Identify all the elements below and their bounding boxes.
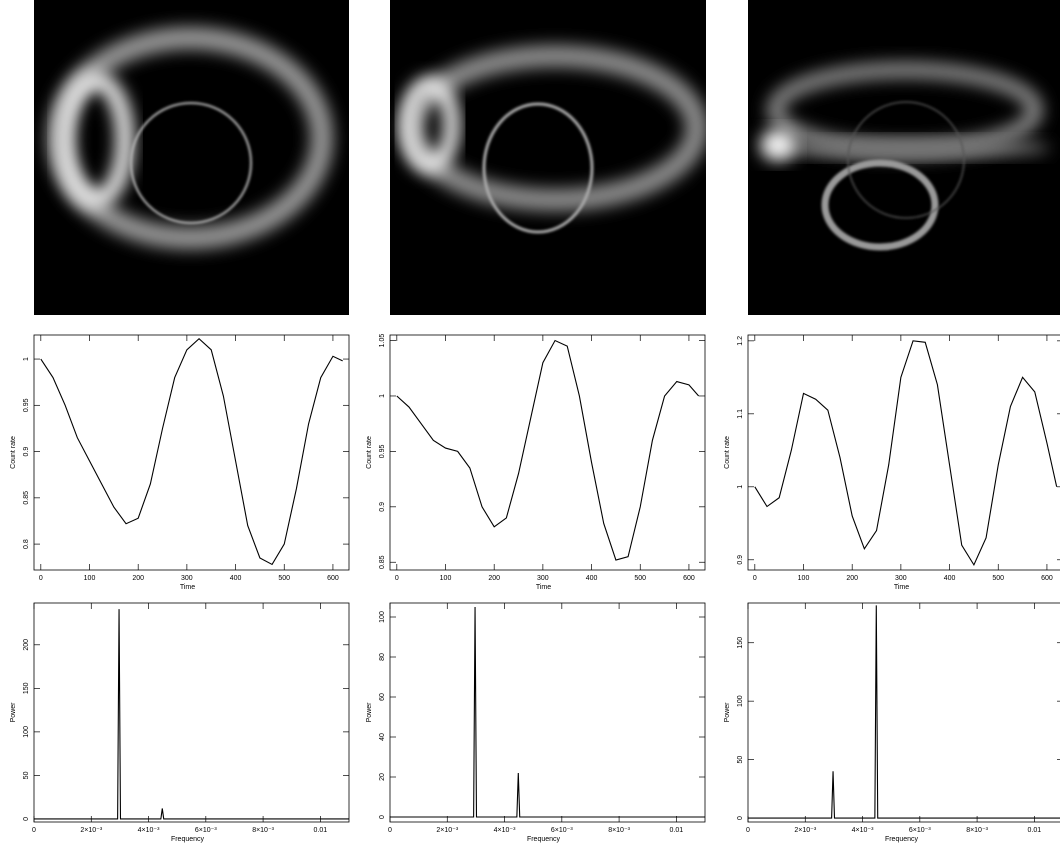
x-axis-label: Time — [180, 584, 195, 591]
y-tick-label: 0.95 — [23, 398, 30, 412]
y-tick-label: 50 — [23, 771, 30, 779]
x-axis-label: Frequency — [885, 836, 919, 843]
y-axis-label: Power — [10, 702, 17, 723]
y-tick-label: 0.85 — [379, 555, 386, 569]
y-tick-label: 0 — [23, 817, 30, 821]
x-tick-label: 6×10⁻³ — [909, 827, 931, 834]
y-tick-label: 1.05 — [379, 334, 386, 348]
x-tick-label: 0.01 — [1028, 827, 1042, 834]
data-line — [390, 606, 705, 818]
x-tick-label: 400 — [230, 575, 242, 582]
x-tick-label: 300 — [537, 575, 549, 582]
x-tick-label: 300 — [895, 575, 907, 582]
x-tick-label: 8×10⁻³ — [966, 827, 988, 834]
y-axis-label: Count rate — [10, 436, 17, 469]
y-tick-label: 1.1 — [737, 409, 744, 419]
x-tick-label: 600 — [1041, 575, 1053, 582]
y-tick-label: 0.85 — [23, 491, 30, 505]
y-axis-label: Power — [724, 702, 731, 723]
y-axis-label: Count rate — [724, 436, 731, 469]
x-axis-label: Time — [536, 584, 551, 591]
x-tick-label: 0 — [39, 575, 43, 582]
x-tick-label: 500 — [634, 575, 646, 582]
y-tick-label: 0.9 — [737, 555, 744, 565]
data-line — [396, 339, 700, 561]
x-tick-label: 600 — [683, 575, 695, 582]
y-tick-label: 0 — [737, 816, 744, 820]
render-image-1 — [34, 0, 349, 315]
y-tick-label: 1.2 — [737, 336, 744, 346]
render-image-3 — [748, 0, 1060, 315]
y-tick-label: 80 — [379, 653, 386, 661]
y-tick-label: 100 — [737, 695, 744, 707]
y-tick-label: 0.9 — [23, 447, 30, 457]
x-tick-label: 0 — [395, 575, 399, 582]
x-tick-label: 4×10⁻³ — [494, 827, 516, 834]
x-tick-label: 200 — [132, 575, 144, 582]
x-tick-label: 100 — [84, 575, 96, 582]
x-tick-label: 0 — [32, 827, 36, 834]
x-tick-label: 500 — [278, 575, 290, 582]
x-tick-label: 6×10⁻³ — [195, 827, 217, 834]
x-tick-label: 4×10⁻³ — [852, 827, 874, 834]
x-tick-label: 4×10⁻³ — [138, 827, 160, 834]
y-tick-label: 0.9 — [379, 502, 386, 512]
data-line — [754, 340, 1058, 567]
y-tick-label: 150 — [23, 682, 30, 694]
y-tick-label: 0.95 — [379, 444, 386, 458]
x-axis-label: Frequency — [527, 836, 561, 843]
x-tick-label: 2×10⁻³ — [794, 827, 816, 834]
y-tick-label: 1 — [379, 394, 386, 398]
y-axis-label: Count rate — [366, 436, 373, 469]
x-tick-label: 0 — [388, 827, 392, 834]
y-tick-label: 60 — [379, 693, 386, 701]
y-tick-label: 50 — [737, 756, 744, 764]
y-tick-label: 1 — [737, 485, 744, 489]
y-tick-label: 0 — [379, 815, 386, 819]
y-tick-label: 40 — [379, 733, 386, 741]
y-tick-label: 100 — [23, 726, 30, 738]
plot-frame — [747, 334, 1060, 571]
plot-frame — [33, 334, 350, 571]
x-tick-label: 0 — [746, 827, 750, 834]
plot-frame — [33, 602, 350, 823]
x-tick-label: 500 — [992, 575, 1004, 582]
x-tick-label: 8×10⁻³ — [608, 827, 630, 834]
y-tick-label: 0.8 — [23, 539, 30, 549]
x-axis-label: Time — [894, 584, 909, 591]
data-line — [34, 609, 349, 820]
x-tick-label: 8×10⁻³ — [252, 827, 274, 834]
plot-frame — [389, 602, 706, 823]
y-tick-label: 100 — [379, 611, 386, 623]
render-image-2 — [390, 0, 706, 315]
x-tick-label: 400 — [586, 575, 598, 582]
x-axis-label: Frequency — [171, 836, 205, 843]
y-tick-label: 200 — [23, 639, 30, 651]
data-line — [40, 337, 343, 566]
plot-frame — [747, 602, 1060, 823]
data-line — [748, 605, 1060, 819]
x-tick-label: 100 — [440, 575, 452, 582]
x-tick-label: 300 — [181, 575, 193, 582]
x-tick-label: 600 — [327, 575, 339, 582]
x-tick-label: 0.01 — [670, 827, 684, 834]
x-tick-label: 100 — [798, 575, 810, 582]
x-tick-label: 6×10⁻³ — [551, 827, 573, 834]
x-tick-label: 2×10⁻³ — [80, 827, 102, 834]
x-tick-label: 200 — [846, 575, 858, 582]
x-tick-label: 400 — [944, 575, 956, 582]
y-tick-label: 150 — [737, 637, 744, 649]
x-tick-label: 2×10⁻³ — [436, 827, 458, 834]
y-axis-label: Power — [366, 702, 373, 723]
y-tick-label: 20 — [379, 773, 386, 781]
x-tick-label: 0 — [753, 575, 757, 582]
plot-frame — [389, 334, 706, 571]
x-tick-label: 200 — [488, 575, 500, 582]
y-tick-label: 1 — [23, 357, 30, 361]
x-tick-label: 0.01 — [314, 827, 328, 834]
